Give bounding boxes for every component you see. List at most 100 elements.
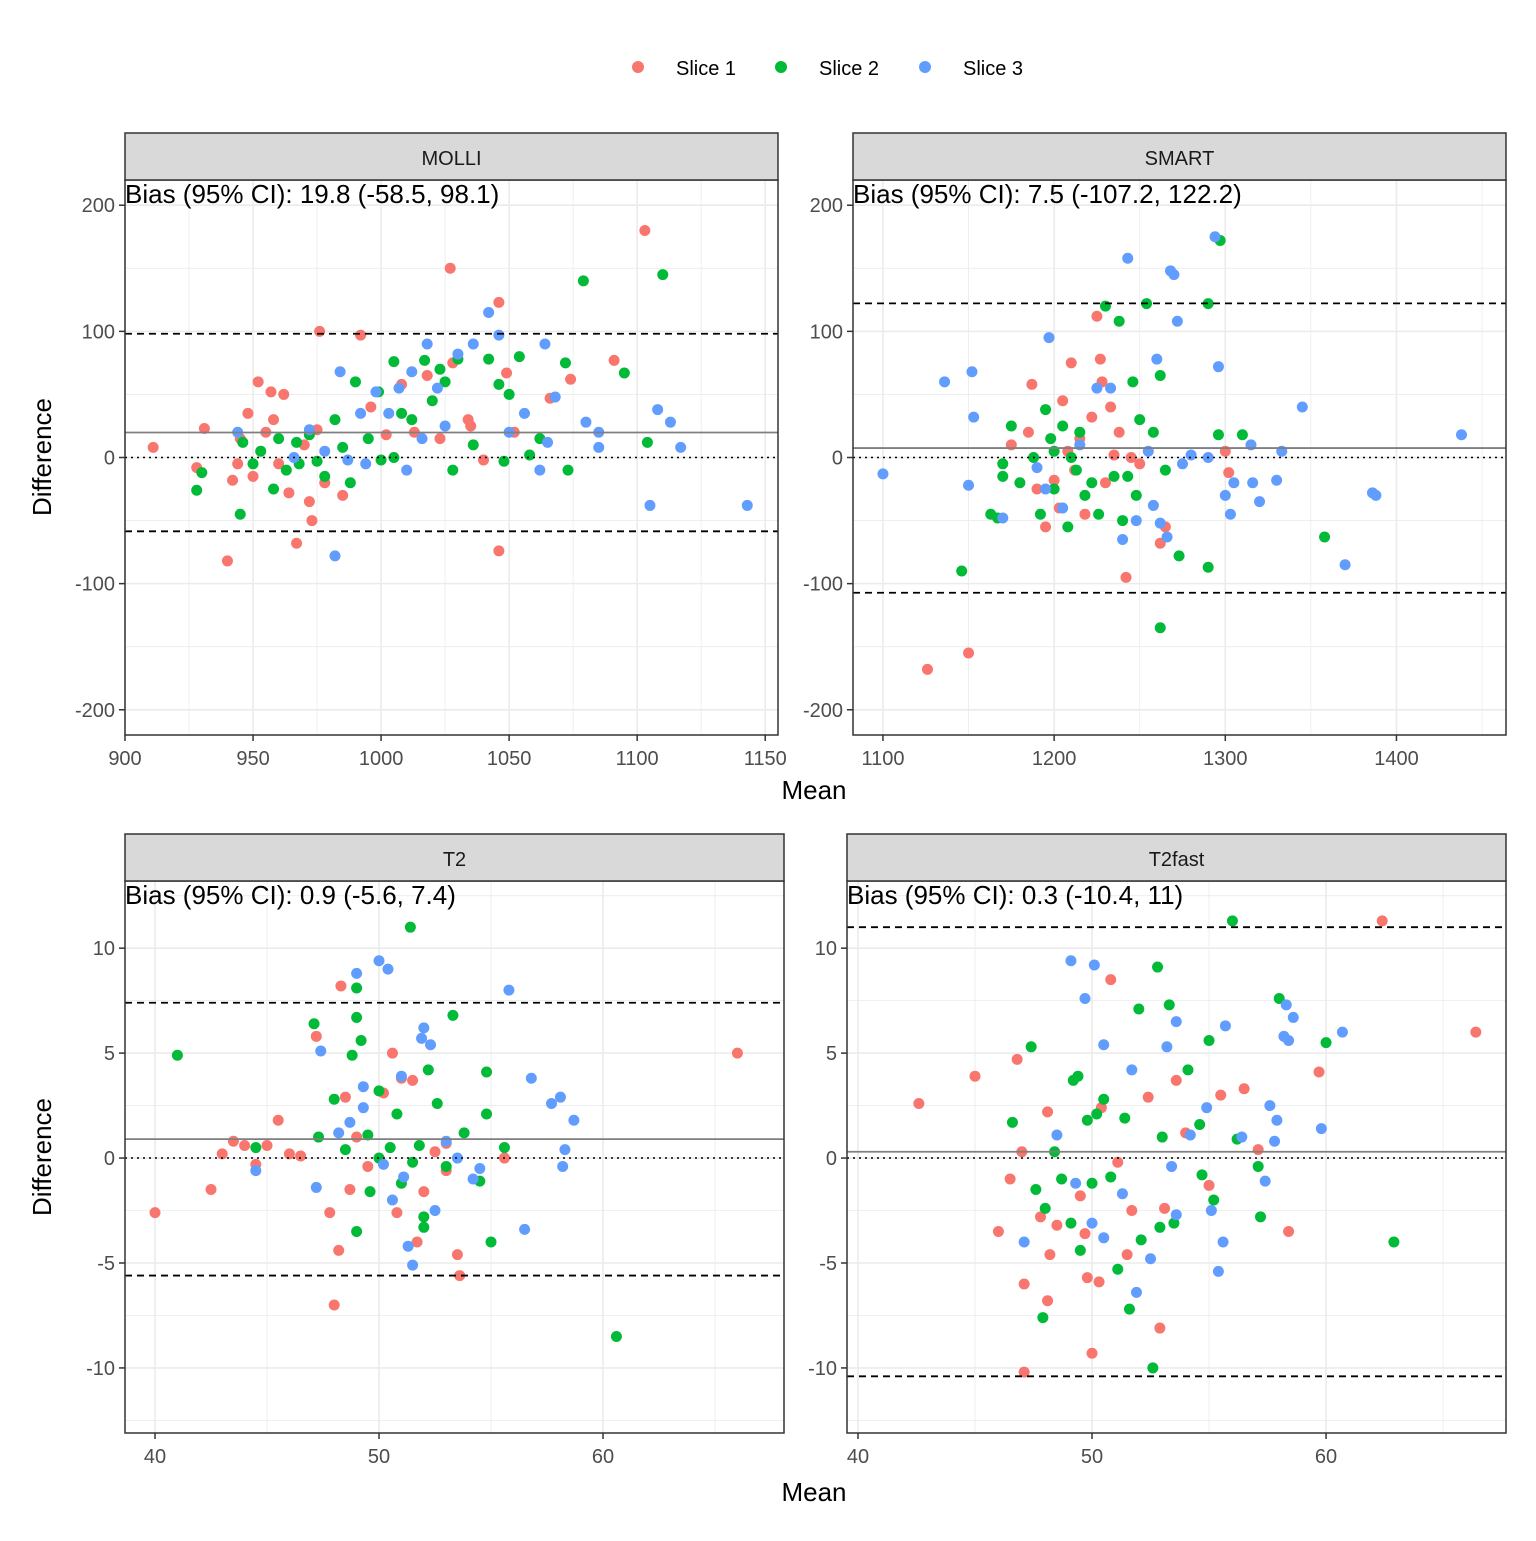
data-point-slice-2 — [346, 1049, 358, 1061]
data-point-slice-3 — [1098, 1039, 1110, 1051]
data-point-slice-1 — [478, 454, 490, 466]
data-point-slice-1 — [1094, 353, 1106, 365]
data-point-slice-1 — [1108, 449, 1120, 461]
facet-strip — [852, 132, 1507, 181]
data-point-slice-2 — [1208, 1194, 1220, 1206]
data-point-slice-1 — [501, 367, 513, 379]
data-point-slice-3 — [1171, 315, 1183, 327]
data-point-slice-2 — [439, 376, 451, 388]
data-point-slice-1 — [444, 262, 456, 274]
data-point-slice-3 — [1151, 353, 1163, 365]
data-point-slice-2 — [1194, 1118, 1206, 1130]
data-point-slice-1 — [351, 1131, 363, 1143]
data-point-slice-3 — [1043, 332, 1055, 344]
data-point-slice-3 — [1184, 1129, 1196, 1141]
data-point-slice-2 — [1196, 1169, 1208, 1181]
data-point-slice-1 — [272, 1114, 284, 1126]
data-point-slice-3 — [557, 1160, 569, 1172]
facet-strip — [846, 833, 1507, 882]
data-point-slice-3 — [1264, 1100, 1276, 1112]
data-point-slice-2 — [373, 1085, 385, 1097]
x-tick-label: 40 — [847, 1446, 869, 1468]
data-point-slice-1 — [1086, 411, 1098, 423]
data-point-slice-2 — [618, 367, 630, 379]
data-point-slice-2 — [329, 414, 341, 426]
data-point-slice-2 — [1226, 915, 1238, 927]
data-point-slice-2 — [328, 1093, 340, 1105]
data-point-slice-3 — [1051, 1129, 1063, 1141]
data-point-slice-1 — [1051, 1219, 1063, 1231]
data-point-slice-2 — [319, 470, 331, 482]
data-point-slice-2 — [577, 275, 589, 287]
data-point-slice-3 — [1271, 1114, 1283, 1126]
data-point-slice-2 — [1079, 489, 1091, 501]
data-point-slice-1 — [337, 489, 349, 501]
data-point-slice-2 — [1005, 420, 1017, 432]
data-point-slice-2 — [1048, 483, 1060, 495]
data-point-slice-3 — [568, 1114, 580, 1126]
data-point-slice-2 — [313, 1131, 325, 1143]
data-point-slice-3 — [525, 1072, 537, 1084]
y-tick-label: -100 — [75, 574, 115, 596]
data-point-slice-1 — [1126, 1205, 1138, 1217]
data-point-slice-3 — [342, 454, 354, 466]
data-point-slice-2 — [1072, 1070, 1084, 1082]
x-tick-label: 50 — [1081, 1446, 1103, 1468]
data-point-slice-2 — [1006, 1116, 1018, 1128]
data-point-slice-3 — [1154, 517, 1166, 529]
data-point-slice-1 — [1011, 1053, 1023, 1065]
data-point-slice-1 — [1105, 974, 1117, 986]
data-point-slice-3 — [1185, 449, 1197, 461]
data-point-slice-3 — [1236, 1131, 1248, 1143]
data-point-slice-3 — [1018, 1236, 1030, 1248]
x-tick-label: 1400 — [1374, 748, 1419, 770]
data-point-slice-3 — [559, 1144, 571, 1156]
data-point-slice-2 — [559, 357, 571, 369]
data-point-slice-3 — [344, 1116, 356, 1128]
data-point-slice-2 — [291, 436, 303, 448]
data-point-slice-2 — [413, 1139, 425, 1151]
data-point-slice-3 — [1122, 252, 1134, 264]
data-point-slice-1 — [451, 1249, 463, 1261]
data-point-slice-2 — [344, 477, 356, 489]
data-point-slice-3 — [416, 433, 428, 445]
data-point-slice-2 — [1037, 1312, 1049, 1324]
data-point-slice-2 — [196, 467, 208, 479]
data-point-slice-3 — [250, 1165, 262, 1177]
data-point-slice-2 — [1319, 531, 1331, 543]
data-point-slice-1 — [283, 487, 295, 499]
data-point-slice-2 — [1074, 1244, 1086, 1256]
x-tick-label: 1050 — [487, 748, 532, 770]
data-point-slice-1 — [232, 458, 244, 470]
data-point-slice-3 — [1254, 496, 1266, 508]
data-point-slice-2 — [418, 1211, 430, 1223]
data-point-slice-2 — [1135, 1234, 1147, 1246]
data-point-slice-2 — [524, 449, 536, 461]
data-point-slice-1 — [365, 401, 377, 413]
data-point-slice-1 — [1159, 1202, 1171, 1214]
data-point-slice-3 — [386, 1194, 398, 1206]
data-point-slice-2 — [481, 1066, 493, 1078]
data-point-slice-3 — [1228, 477, 1240, 489]
data-point-slice-3 — [1161, 531, 1173, 543]
data-point-slice-3 — [966, 366, 978, 378]
data-point-slice-3 — [593, 441, 605, 453]
data-point-slice-1 — [1112, 1156, 1124, 1168]
data-point-slice-3 — [429, 1205, 441, 1217]
data-point-slice-2 — [447, 464, 459, 476]
data-point-slice-2 — [1119, 1112, 1131, 1124]
data-point-slice-3 — [351, 967, 363, 979]
data-point-slice-2 — [503, 388, 515, 400]
data-point-slice-2 — [1134, 414, 1146, 426]
data-point-slice-1 — [268, 414, 280, 426]
data-point-slice-2 — [1127, 376, 1139, 388]
data-point-slice-2 — [362, 1129, 374, 1141]
data-point-slice-2 — [1154, 1221, 1166, 1233]
data-point-slice-2 — [1034, 508, 1046, 520]
data-point-slice-1 — [1121, 1249, 1133, 1261]
data-point-slice-1 — [1018, 1366, 1030, 1378]
legend-key-2 — [775, 61, 787, 73]
data-point-slice-2 — [1113, 315, 1125, 327]
data-point-slice-3 — [493, 329, 505, 341]
